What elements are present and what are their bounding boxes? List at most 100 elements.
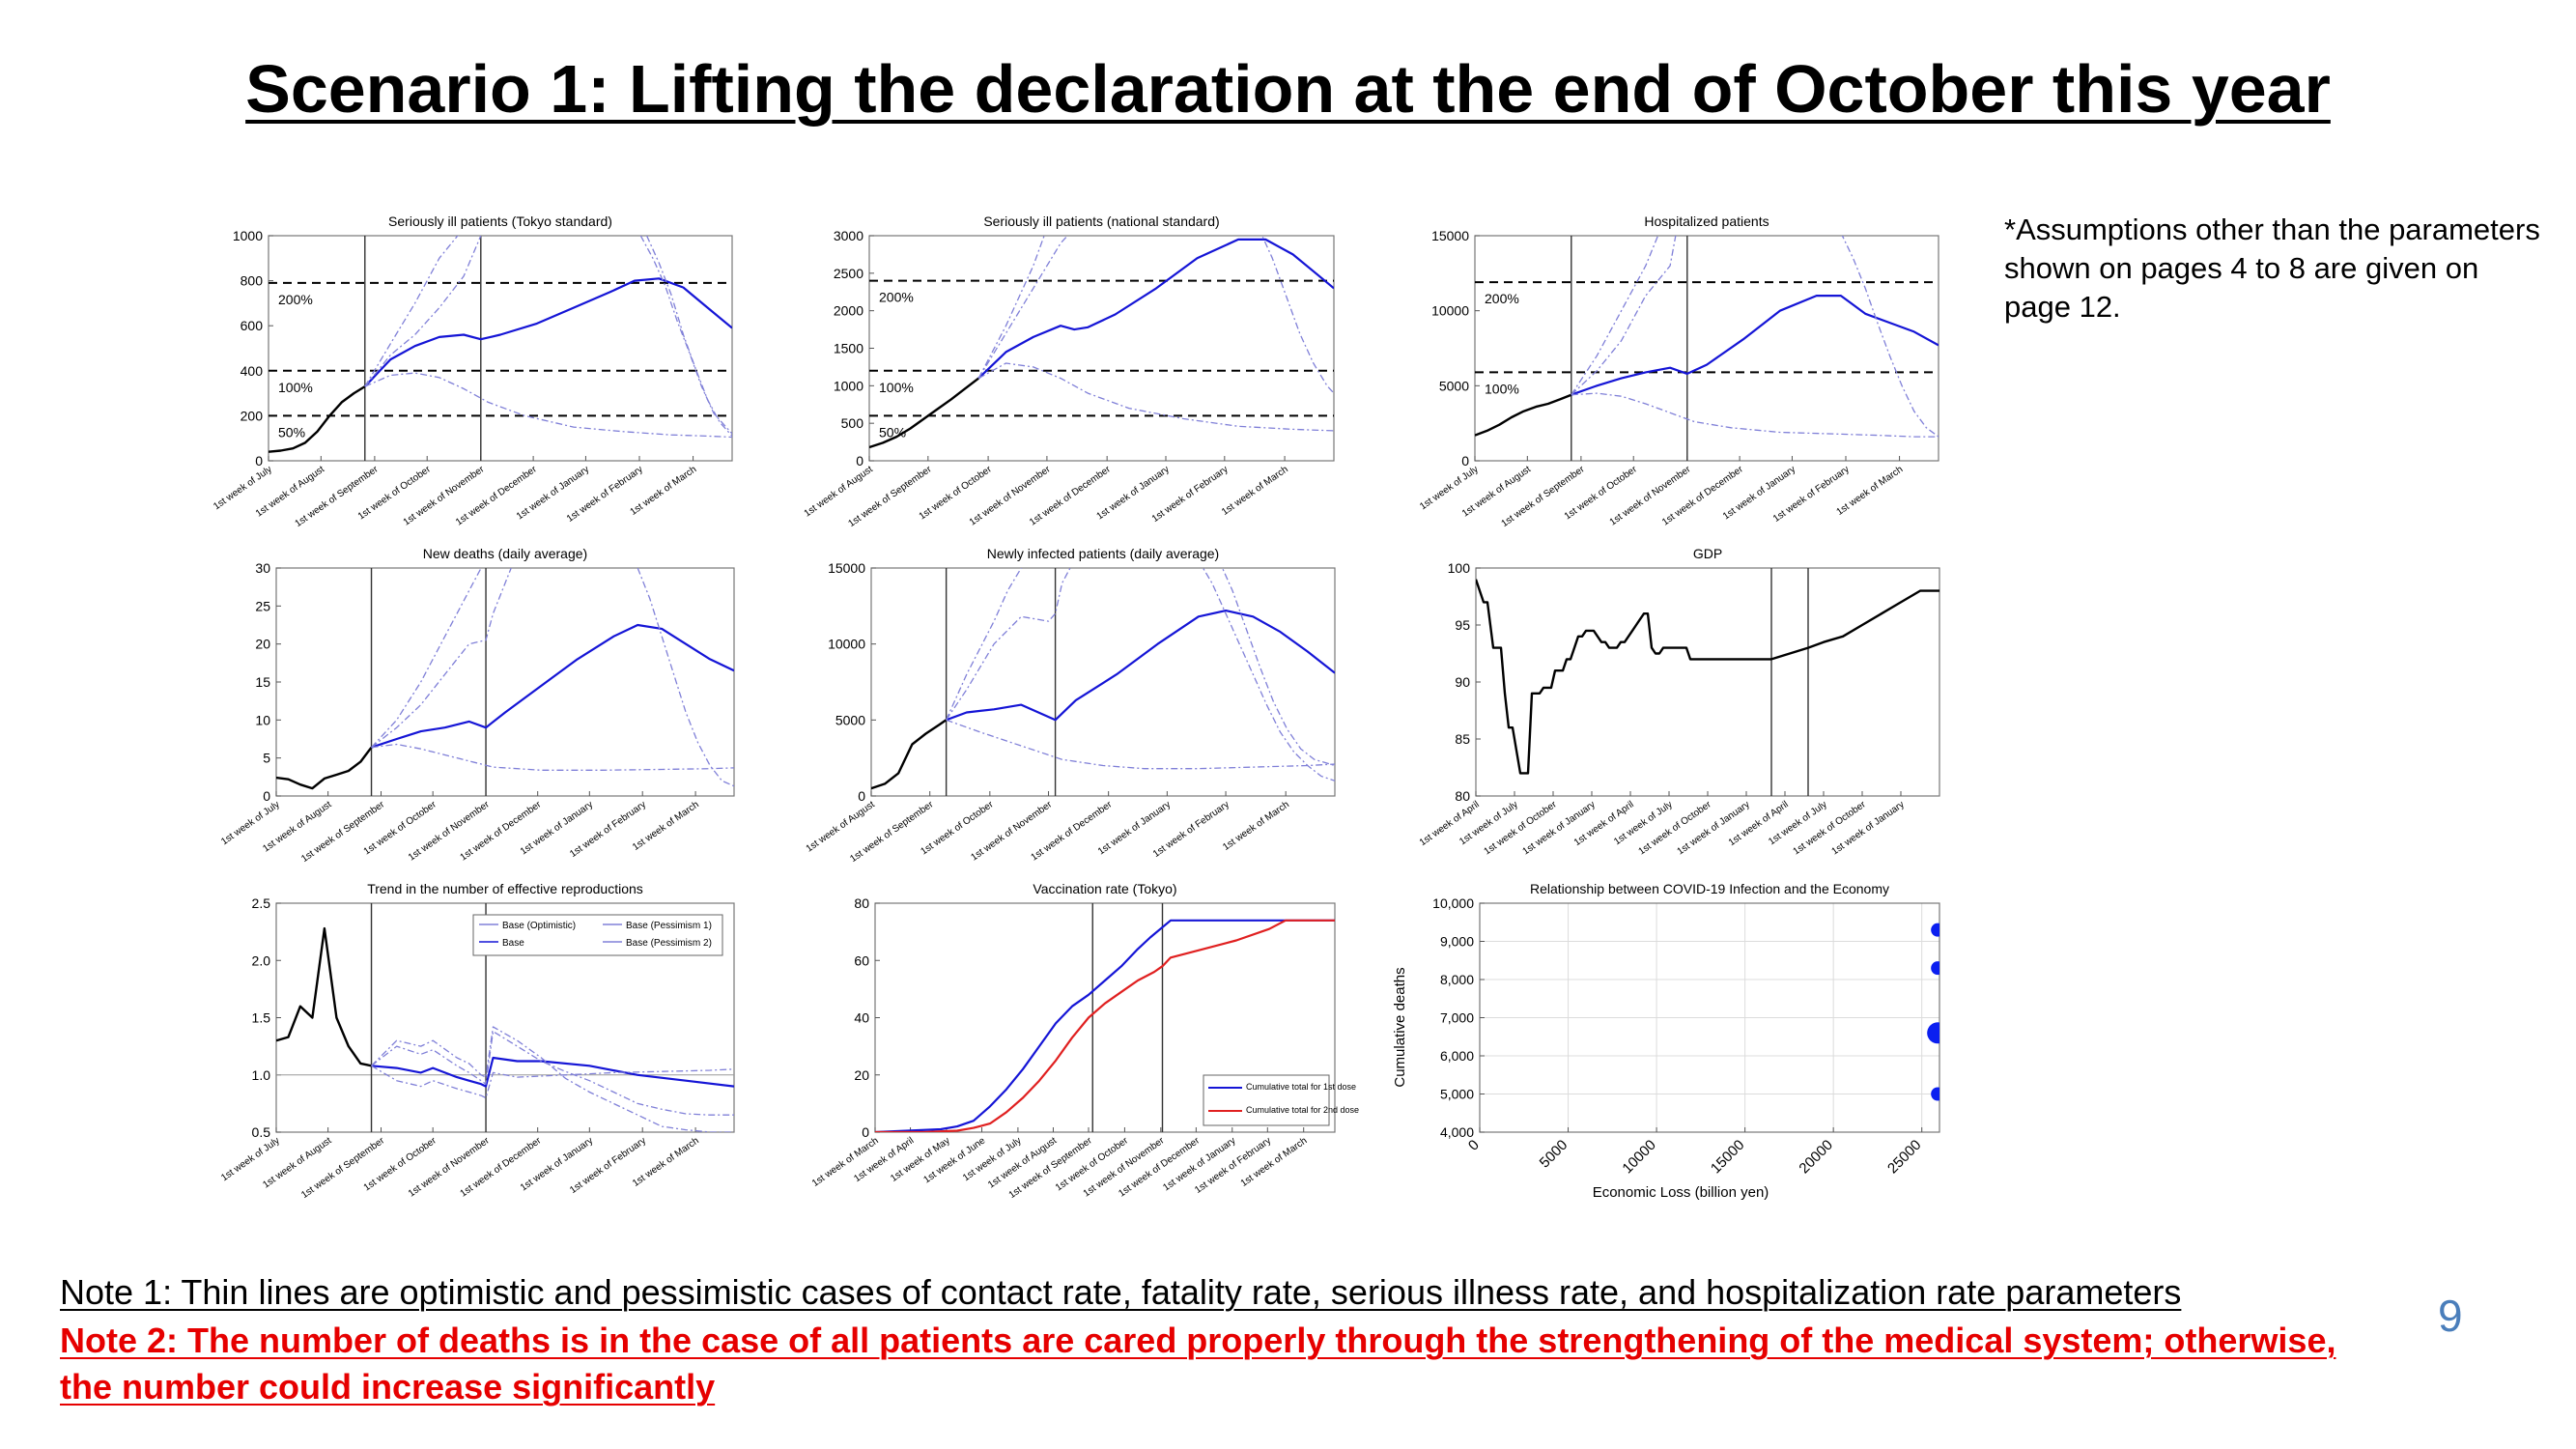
series-line-thin <box>946 719 1335 770</box>
series-line-thin <box>1571 236 1677 396</box>
capacity-label: 200% <box>1485 291 1519 306</box>
series-line-thin <box>371 568 512 749</box>
legend-label: Base (Pessimism 2) <box>626 938 712 949</box>
page-number: 9 <box>2438 1291 2463 1341</box>
scatter-point <box>1927 1022 1939 1044</box>
legend-label: Cumulative total for 2nd dose <box>1246 1105 1359 1115</box>
x-tick-label: 1st week of March <box>1220 464 1290 518</box>
series-line-black <box>276 926 372 1067</box>
chart-panel-1: Seriously ill patients (Tokyo standard) 0… <box>212 213 733 529</box>
x-tick-label: 5000 <box>1537 1137 1571 1172</box>
legend-label: Cumulative total for 1st dose <box>1246 1082 1356 1092</box>
y-tick-label: 1.0 <box>252 1067 271 1083</box>
y-tick-label: 0 <box>862 1124 869 1140</box>
y-tick-label: 80 <box>854 895 869 911</box>
plot-area <box>269 236 732 461</box>
chart-title: Vaccination rate (Tokyo) <box>1033 881 1176 896</box>
series-line-black <box>1476 579 1939 775</box>
series-line-black <box>269 385 366 453</box>
capacity-label: 100% <box>278 380 313 395</box>
series-line-thin <box>371 568 482 749</box>
series-line-black <box>276 746 373 790</box>
chart-panel-9: Relationship between COVID-19 Infection … <box>1392 881 1940 1201</box>
series-line-thin <box>946 568 1071 721</box>
chart-panel-7: Trend in the number of effective reprodu… <box>219 881 735 1201</box>
plot-area <box>875 903 1335 1132</box>
chart-title: New deaths (daily average) <box>423 546 587 561</box>
y-tick-label: 1.5 <box>252 1010 271 1026</box>
y-tick-label: 1500 <box>834 341 863 356</box>
legend-box <box>1203 1074 1330 1126</box>
series-line-thin <box>646 236 732 437</box>
chart-title: Hospitalized patients <box>1644 213 1769 229</box>
capacity-label: 200% <box>879 290 914 305</box>
scatter-point <box>1931 961 1939 976</box>
y-tick-label: 2.0 <box>252 952 271 968</box>
y-tick-label: 9,000 <box>1440 934 1474 950</box>
x-tick-label: 1st week of June <box>921 1135 987 1185</box>
plot-frame <box>1474 235 1939 462</box>
x-tick-label: 1st week of January <box>1676 799 1752 857</box>
y-tick-label: 7,000 <box>1440 1010 1474 1026</box>
series-line-thin <box>1202 568 1335 781</box>
series-line-base <box>364 277 732 387</box>
legend-label: Base (Optimistic) <box>502 921 576 931</box>
y-axis-label: Cumulative deaths <box>1392 967 1408 1087</box>
series-line-thin <box>371 743 734 771</box>
y-tick-label: 0 <box>255 453 263 469</box>
y-tick-label: 500 <box>841 415 864 431</box>
plot-frame <box>275 567 735 797</box>
series-line-thin <box>1221 568 1335 767</box>
series-line-base <box>1571 295 1939 396</box>
y-tick-label: 10,000 <box>1432 895 1474 911</box>
legend-label: Base (Pessimism 1) <box>626 921 712 931</box>
x-tick-label: 20000 <box>1796 1137 1836 1178</box>
series-line-thin <box>977 236 1069 379</box>
capacity-label: 50% <box>278 424 305 440</box>
series-line-thin <box>364 236 460 387</box>
y-tick-label: 600 <box>241 318 264 333</box>
y-tick-label: 100 <box>1448 560 1471 576</box>
series-line-black <box>869 377 979 449</box>
x-tick-label: 25000 <box>1884 1137 1925 1178</box>
y-tick-label: 10 <box>255 712 270 727</box>
chart-title: Seriously ill patients (national standar… <box>983 213 1219 229</box>
series-line-black <box>1475 393 1572 437</box>
capacity-label: 100% <box>879 380 914 395</box>
y-tick-label: 20 <box>854 1067 869 1083</box>
chart-title: Seriously ill patients (Tokyo standard) <box>388 213 612 229</box>
series-line-thin <box>946 568 1023 721</box>
chart-panel-3: Hospitalized patients0500010000150001st … <box>1418 213 1939 529</box>
y-tick-label: 15 <box>255 674 270 690</box>
plot-area <box>276 903 734 1132</box>
series-line-thin <box>371 1065 734 1099</box>
x-tick-label: 1st week of March <box>1221 799 1291 853</box>
y-tick-label: 1000 <box>233 228 263 243</box>
y-tick-label: 95 <box>1455 617 1470 633</box>
plot-frame <box>868 235 1335 462</box>
series-line-thin <box>977 362 1334 432</box>
x-tick-label: 1st week of April <box>852 1135 916 1184</box>
y-tick-label: 5,000 <box>1440 1087 1474 1102</box>
series-line-thin <box>364 372 732 439</box>
y-tick-label: 0 <box>856 453 863 469</box>
legend-box <box>472 914 723 956</box>
x-tick-label: 10000 <box>1619 1137 1659 1178</box>
y-tick-label: 15000 <box>1431 228 1469 243</box>
series-line-red <box>875 919 1335 1132</box>
y-tick-label: 80 <box>1455 788 1470 804</box>
plot-frame <box>1475 567 1940 797</box>
series-line-thin <box>977 236 1045 379</box>
chart-title: Relationship between COVID-19 Infection … <box>1530 881 1889 896</box>
series-line-thin <box>1571 392 1939 438</box>
capacity-label: 50% <box>879 424 906 440</box>
y-tick-label: 0.5 <box>252 1124 271 1140</box>
series-line-base <box>371 623 734 749</box>
y-tick-label: 85 <box>1455 731 1470 747</box>
x-tick-label: 1st week of January <box>1830 799 1907 857</box>
y-tick-label: 0 <box>1461 453 1469 469</box>
y-tick-label: 90 <box>1455 674 1470 690</box>
y-tick-label: 2000 <box>834 303 863 319</box>
y-tick-label: 200 <box>241 408 264 423</box>
x-tick-label: 1st week of January <box>1521 799 1598 857</box>
